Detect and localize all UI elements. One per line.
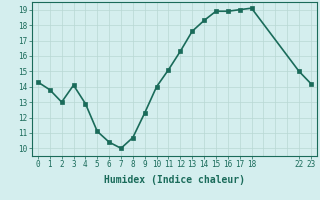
- X-axis label: Humidex (Indice chaleur): Humidex (Indice chaleur): [104, 175, 245, 185]
